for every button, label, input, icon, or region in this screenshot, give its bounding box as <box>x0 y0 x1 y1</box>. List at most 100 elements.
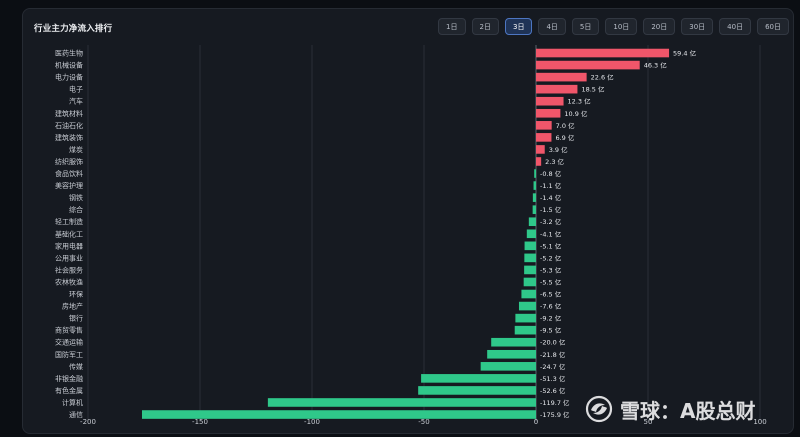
data-label: -20.0 亿 <box>540 338 566 347</box>
category-label: 通信 <box>69 410 83 419</box>
bar <box>267 398 536 407</box>
data-label: 59.4 亿 <box>673 49 697 58</box>
category-label: 银行 <box>69 314 83 323</box>
tab-1d[interactable]: 1日 <box>438 18 466 35</box>
category-label: 轻工制造 <box>55 217 83 226</box>
x-tick-label: -100 <box>304 418 320 426</box>
category-label: 电力设备 <box>55 73 83 82</box>
category-label: 交通运输 <box>55 338 83 347</box>
tab-4d[interactable]: 4日 <box>538 18 566 35</box>
category-label: 建筑装饰 <box>55 133 83 142</box>
category-label: 机械设备 <box>55 61 83 70</box>
data-label: -5.2 亿 <box>540 253 562 262</box>
data-label: -0.8 亿 <box>540 169 562 178</box>
data-label: 2.3 亿 <box>545 157 564 166</box>
bar <box>536 84 578 94</box>
bar <box>491 337 536 347</box>
category-label: 传媒 <box>69 362 83 371</box>
data-label: -1.4 亿 <box>540 193 562 202</box>
data-label: -51.3 亿 <box>540 374 566 383</box>
tab-5d[interactable]: 5日 <box>571 18 600 35</box>
data-label: -7.6 亿 <box>540 302 562 311</box>
category-label: 建筑材料 <box>55 109 83 118</box>
data-label: 6.9 亿 <box>555 133 574 142</box>
data-label: -9.2 亿 <box>540 314 562 323</box>
tab-40d[interactable]: 40日 <box>719 18 752 35</box>
x-tick-label: 0 <box>534 418 538 426</box>
category-label: 家用电器 <box>55 241 83 250</box>
x-tick-label: -200 <box>80 418 96 426</box>
category-label: 有色金属 <box>55 386 83 395</box>
bar <box>141 410 536 419</box>
category-label: 美容护理 <box>55 181 83 190</box>
data-label: -1.1 亿 <box>540 181 562 190</box>
page-title: 行业主力净流入排行 <box>34 24 113 34</box>
bar <box>487 349 536 359</box>
bar <box>421 374 536 383</box>
category-label: 商贸零售 <box>55 326 83 335</box>
period-tabs: 1日 2日 3日 4日 5日 10日 20日 30日 40日 60日 <box>438 18 789 35</box>
data-label: -4.1 亿 <box>540 229 562 238</box>
category-label: 纺织服饰 <box>55 157 83 166</box>
x-tick-label: 50 <box>644 418 653 426</box>
data-label: -5.5 亿 <box>540 277 562 286</box>
x-tick-label: 100 <box>753 418 766 426</box>
tab-3d[interactable]: 3日 <box>504 18 533 35</box>
data-label: -6.5 亿 <box>540 290 562 299</box>
data-label: 12.3 亿 <box>568 97 592 106</box>
tab-60d[interactable]: 60日 <box>757 18 789 35</box>
category-label: 汽车 <box>69 97 83 106</box>
data-label: -175.9 亿 <box>540 410 570 419</box>
data-label: 7.0 亿 <box>556 121 575 130</box>
data-label: 22.6 亿 <box>591 73 615 82</box>
tab-30d[interactable]: 30日 <box>681 18 714 35</box>
bar <box>536 108 561 118</box>
bar <box>536 145 545 154</box>
bar <box>418 386 536 395</box>
data-label: -9.5 亿 <box>540 326 562 335</box>
bar <box>536 133 552 142</box>
bar <box>521 289 536 299</box>
data-label: -21.8 亿 <box>540 350 566 359</box>
bar <box>518 301 536 311</box>
data-label: -5.3 亿 <box>540 265 562 274</box>
category-label: 房地产 <box>62 302 83 311</box>
data-label: -3.2 亿 <box>540 217 562 226</box>
bar <box>533 181 536 190</box>
category-label: 电子 <box>69 85 83 94</box>
bar <box>528 217 536 227</box>
bar <box>532 205 536 214</box>
bar <box>526 229 536 239</box>
category-label: 钢铁 <box>69 193 83 202</box>
tab-2d[interactable]: 2日 <box>471 18 499 35</box>
data-label: -52.6 亿 <box>540 386 566 395</box>
x-tick-label: -50 <box>418 418 429 426</box>
category-label: 非银金融 <box>55 374 83 383</box>
data-label: -24.7 亿 <box>540 362 566 371</box>
x-tick-label: -150 <box>192 418 208 426</box>
bar <box>515 313 536 323</box>
tab-20d[interactable]: 20日 <box>643 18 676 35</box>
category-label: 基础化工 <box>55 229 83 238</box>
bar <box>536 48 670 58</box>
data-label: -1.5 亿 <box>540 205 562 214</box>
bar <box>536 60 640 70</box>
tab-10d[interactable]: 10日 <box>605 18 638 35</box>
category-label: 计算机 <box>62 398 83 407</box>
category-label: 食品饮料 <box>55 169 83 178</box>
category-label: 综合 <box>69 205 83 214</box>
data-label: -5.1 亿 <box>540 241 562 250</box>
bar <box>480 362 536 371</box>
category-label: 社会服务 <box>55 265 83 274</box>
category-label: 国防军工 <box>55 350 83 359</box>
category-label: 煤炭 <box>69 145 83 154</box>
category-label: 农林牧渔 <box>55 277 83 286</box>
category-label: 石油石化 <box>55 121 83 130</box>
bar <box>524 253 536 263</box>
bar <box>536 72 587 82</box>
data-label: 10.9 亿 <box>564 109 588 118</box>
bar <box>524 241 536 251</box>
data-label: 18.5 亿 <box>581 85 605 94</box>
bar <box>514 325 536 335</box>
